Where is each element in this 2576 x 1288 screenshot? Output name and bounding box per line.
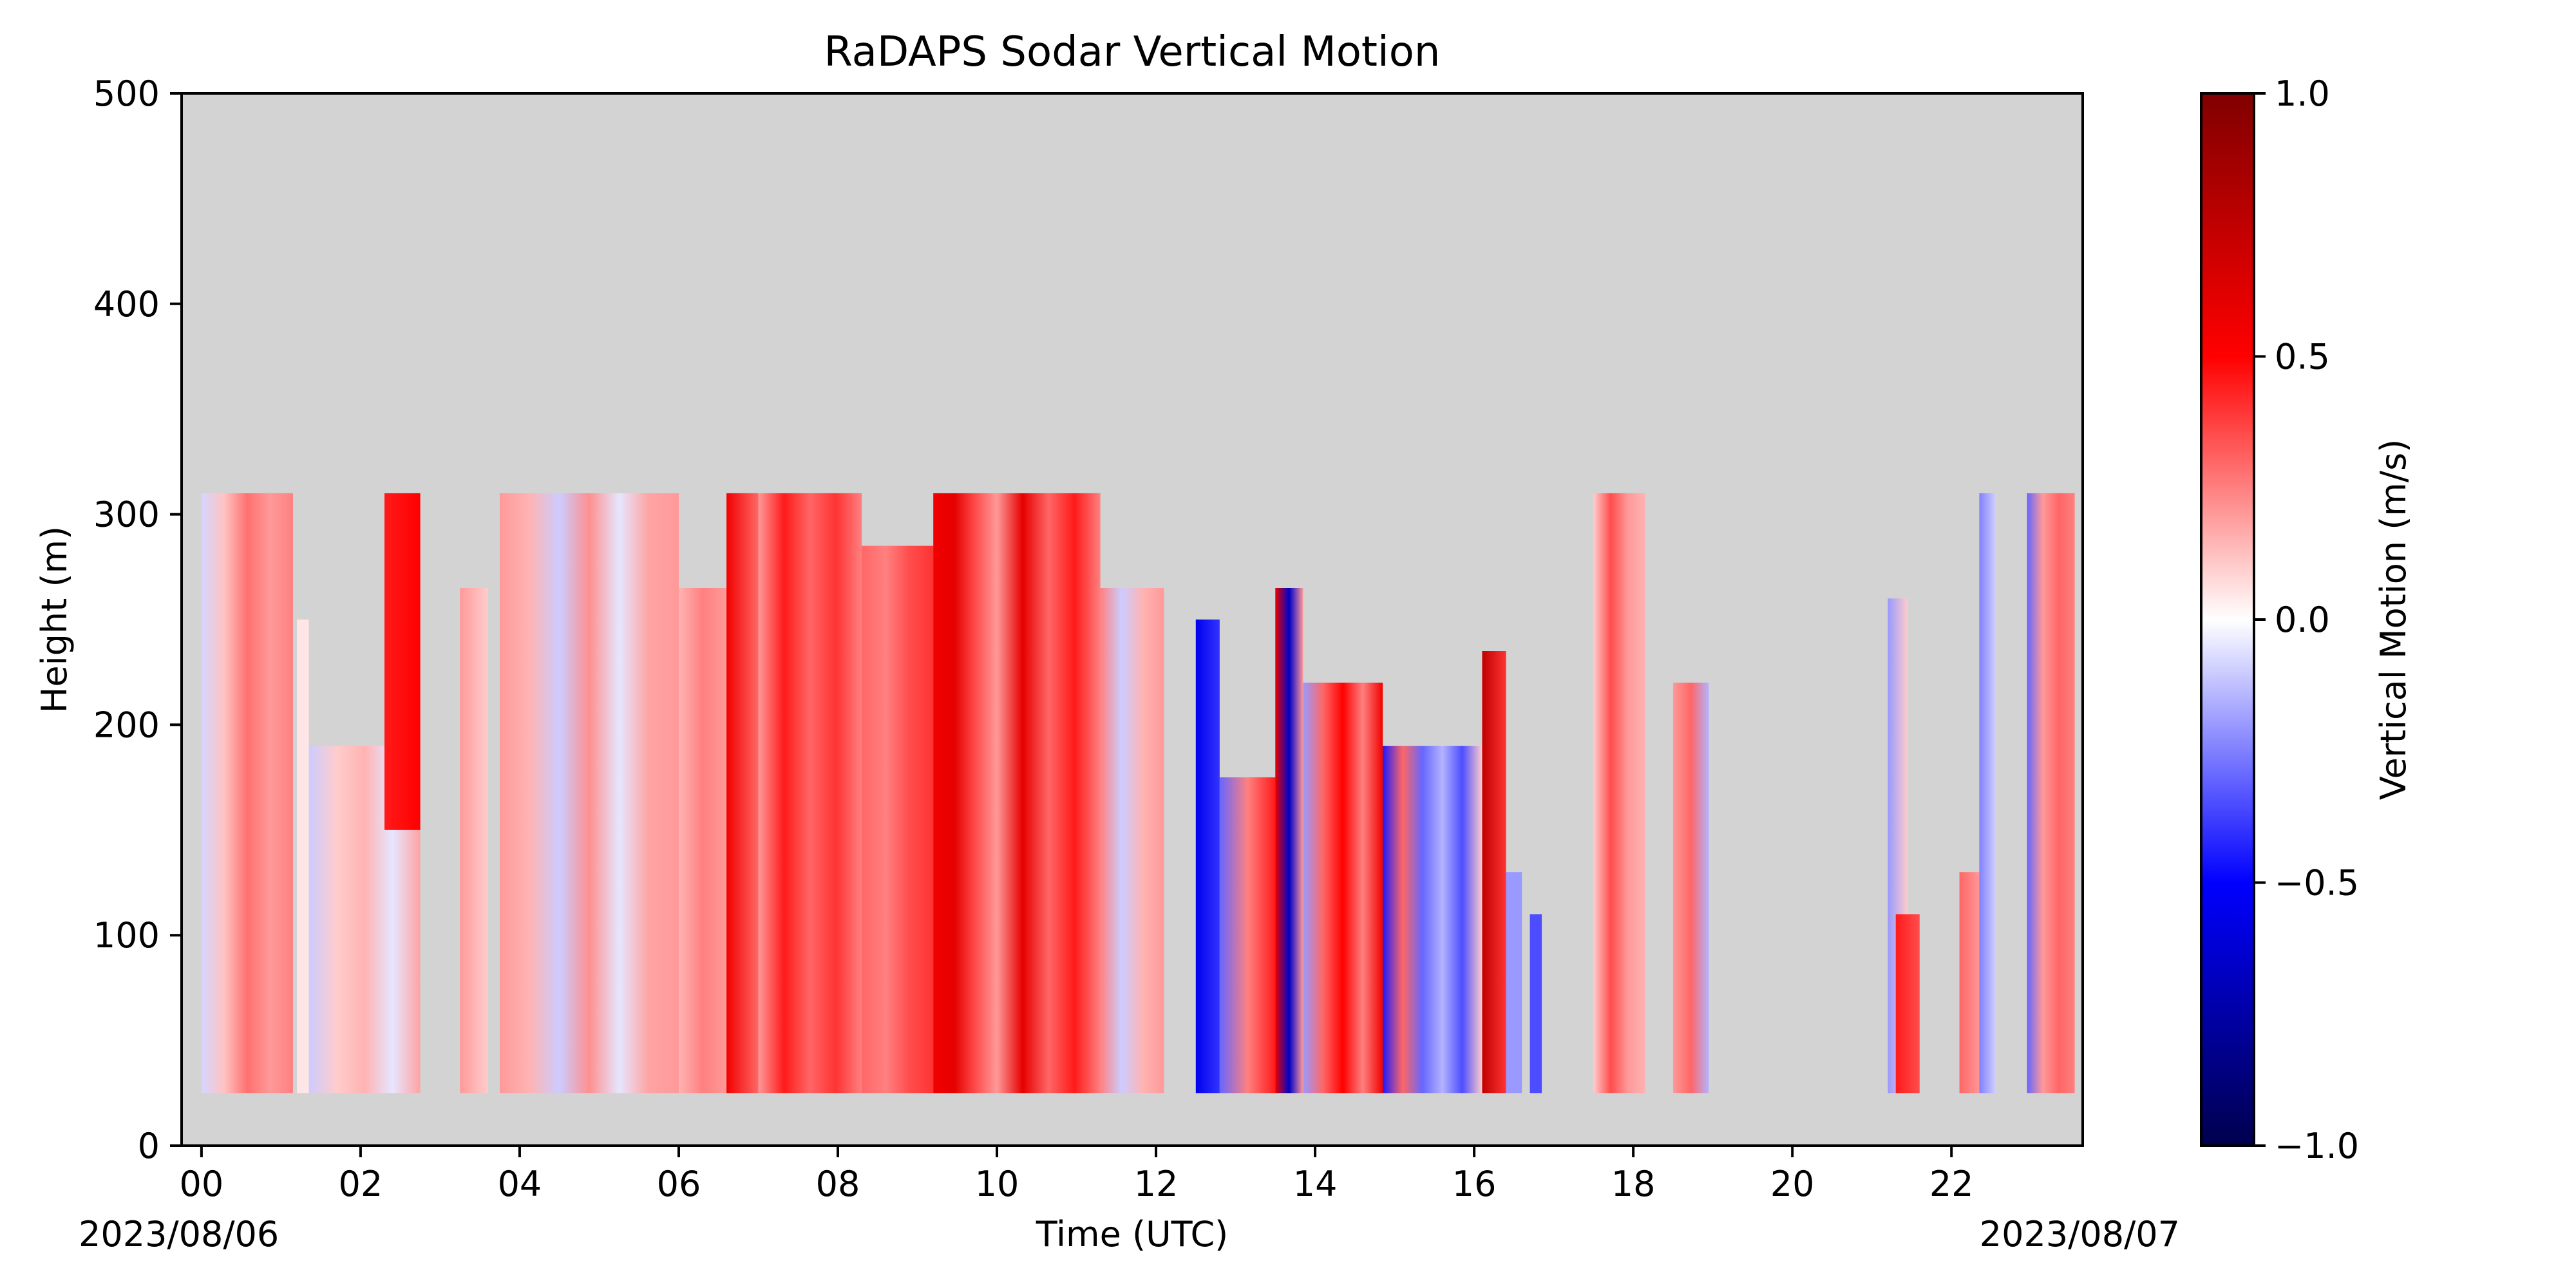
data-segment	[2027, 493, 2075, 1094]
data-segment	[1195, 620, 1220, 1094]
data-segment	[1383, 746, 1482, 1094]
end-date-label: 2023/08/07	[1980, 1214, 2180, 1255]
data-segment	[862, 545, 934, 1094]
colorbar-ticks: 1.0 0.5 0.0 −0.5 −1.0	[2254, 73, 2359, 1166]
x-tick-label: 20	[1770, 1164, 1815, 1204]
colorbar-tick-label: 1.0	[2275, 73, 2330, 114]
data-segment	[726, 493, 759, 1094]
data-segment	[933, 493, 997, 1094]
data-segment	[384, 493, 421, 830]
chart-title: RaDAPS Sodar Vertical Motion	[824, 28, 1441, 76]
x-tick-label: 18	[1611, 1164, 1656, 1204]
y-tick-label: 300	[93, 495, 160, 535]
x-tick-label: 00	[180, 1164, 224, 1204]
data-segment	[297, 620, 309, 1094]
x-tick-label: 08	[816, 1164, 860, 1204]
colorbar-tick-label: −0.5	[2275, 863, 2359, 904]
data-segment	[1593, 493, 1645, 1094]
data-segment	[1895, 914, 1920, 1094]
data-segment	[1100, 588, 1164, 1094]
y-tick-label: 400	[93, 284, 160, 325]
y-axis-ticks: 0 100 200 300 400 500	[93, 73, 182, 1166]
x-tick-label: 06	[657, 1164, 701, 1204]
colorbar: 1.0 0.5 0.0 −0.5 −1.0 Vertical Motion (m/s)	[2200, 73, 2414, 1166]
x-tick-label: 10	[975, 1164, 1019, 1204]
data-segment	[460, 588, 488, 1094]
data-segment	[1219, 777, 1276, 1094]
data-segment	[1303, 683, 1383, 1094]
data-segment	[758, 493, 862, 1094]
data-segment	[201, 493, 293, 1094]
x-tick-label: 16	[1452, 1164, 1497, 1204]
x-axis-ticks: 00 02 04 06 08 10 12 14 16 18 20 22	[180, 1146, 1974, 1204]
data-segment	[679, 588, 727, 1094]
colorbar-tick-label: 0.5	[2275, 337, 2330, 377]
y-tick-label: 0	[138, 1126, 160, 1166]
y-tick-label: 100	[93, 915, 160, 956]
data-segment	[1672, 683, 1709, 1094]
plot-area	[180, 92, 2084, 1147]
data-segment	[997, 493, 1101, 1094]
colorbar-gradient	[2200, 92, 2255, 1147]
start-date-label: 2023/08/06	[79, 1214, 279, 1255]
y-tick-label: 500	[93, 73, 160, 114]
x-tick-label: 04	[498, 1164, 542, 1204]
data-segment	[1530, 914, 1542, 1094]
colorbar-label: Vertical Motion (m/s)	[2373, 439, 2414, 800]
plot-frame	[180, 92, 2084, 1147]
colorbar-tick-label: −1.0	[2275, 1126, 2359, 1166]
data-segment	[1979, 493, 1996, 1094]
data-segment	[1275, 588, 1303, 1094]
x-tick-label: 14	[1293, 1164, 1338, 1204]
y-axis-label: Height (m)	[34, 526, 75, 713]
colorbar-tick-label: 0.0	[2275, 600, 2330, 640]
data-segment	[500, 493, 679, 1094]
x-tick-label: 12	[1134, 1164, 1179, 1204]
data-segment	[1482, 651, 1506, 1094]
x-axis-label: Time (UTC)	[1036, 1214, 1229, 1255]
x-tick-label: 22	[1929, 1164, 1974, 1204]
x-tick-label: 02	[339, 1164, 383, 1204]
y-tick-label: 200	[93, 705, 160, 745]
data-layer	[201, 493, 2075, 1094]
data-segment	[1506, 872, 1522, 1094]
